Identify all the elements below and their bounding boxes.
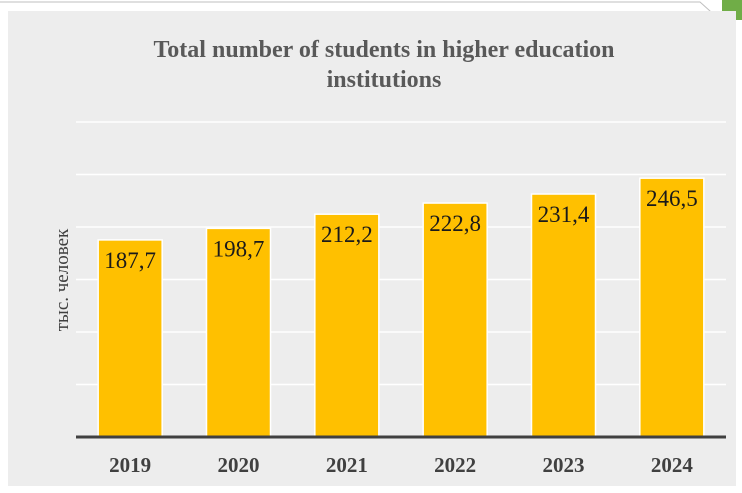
data-label-2019: 187,7 [104, 248, 156, 273]
data-label-2021: 212,2 [321, 222, 373, 247]
x-tick-2021: 2021 [326, 453, 368, 477]
data-labels: 187,7 198,7 212,2 222,8 231,4 246,5 [104, 186, 697, 273]
x-tick-2023: 2023 [543, 453, 585, 477]
data-label-2023: 231,4 [538, 202, 590, 227]
data-label-2024: 246,5 [646, 186, 698, 211]
bar-2024 [639, 177, 705, 438]
gridlines [76, 121, 726, 386]
chart-title: Total number of students in higher educa… [154, 37, 615, 63]
bar-2019 [97, 239, 163, 438]
bar-2021 [314, 213, 380, 438]
x-axis-ticks: 2019 2020 2021 2022 2023 2024 [109, 453, 693, 477]
x-tick-2024: 2024 [651, 453, 694, 477]
bar-2023 [530, 193, 597, 438]
bars [97, 177, 705, 438]
y-axis-label: тыс. человек [52, 228, 73, 331]
data-label-2020: 198,7 [213, 236, 265, 261]
x-tick-2019: 2019 [109, 453, 151, 477]
chart-title-line-2: institutions [327, 67, 442, 93]
data-label-2022: 222,8 [429, 211, 481, 236]
bar-2022 [422, 202, 488, 438]
x-tick-2020: 2020 [218, 453, 260, 477]
x-tick-2022: 2022 [434, 453, 476, 477]
